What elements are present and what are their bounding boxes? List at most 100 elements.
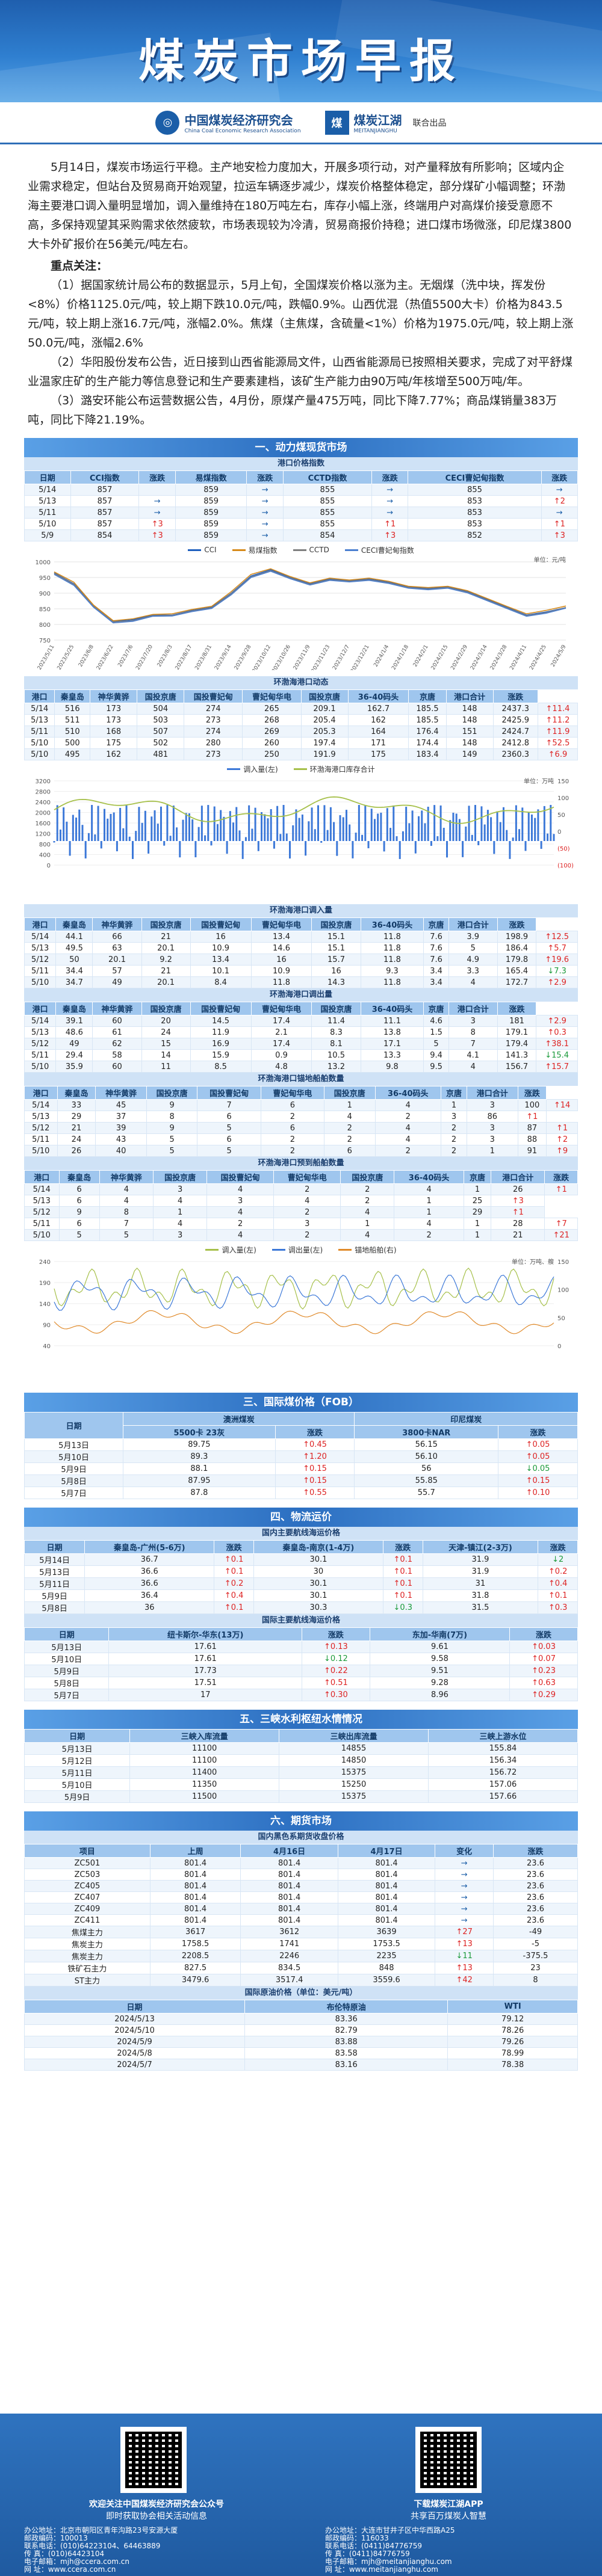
table-cell: 7.6 bbox=[423, 954, 449, 966]
column-header: 36-40码头 bbox=[374, 1086, 441, 1100]
table-cell: ↑0.05 bbox=[498, 1438, 578, 1451]
table-row: 2024/5/10 82.79 78.26 bbox=[23, 2024, 578, 2036]
inflow-bar bbox=[462, 841, 464, 857]
table-cell: 31 bbox=[422, 1577, 539, 1590]
table-cell: 79.26 bbox=[447, 2036, 578, 2048]
inflow-bar bbox=[345, 810, 347, 841]
x-tick-label: 2024/4/25 bbox=[529, 644, 548, 671]
table-cell: 5月9日 bbox=[23, 1790, 131, 1803]
table-cell: ↑0.2 bbox=[538, 1565, 578, 1578]
table-row: 5/13 6 4 4 3 4 2 1 25 ↑3 bbox=[24, 1195, 578, 1207]
table-cell: 5/13 bbox=[24, 1111, 58, 1123]
table-cell: 11.8 bbox=[360, 954, 424, 966]
table-cell: 9.3 bbox=[360, 965, 424, 977]
inflow-bar bbox=[94, 834, 96, 841]
table-cell: 156.34 bbox=[428, 1754, 578, 1767]
inflow-bar bbox=[301, 814, 303, 841]
table-cell: 4 bbox=[152, 1195, 208, 1207]
table-cell: 5/10 bbox=[23, 748, 55, 760]
table-cell: 9.28 bbox=[369, 1677, 510, 1689]
x-tick-label: 2024/2/15 bbox=[430, 644, 450, 671]
inflow-bar bbox=[352, 841, 354, 858]
column-header: WTI bbox=[447, 2000, 578, 2014]
table-cell: 181 bbox=[497, 1015, 537, 1027]
table-cell: 149 bbox=[445, 748, 494, 760]
table-cell: 61 bbox=[92, 1026, 142, 1038]
table-cell: ↑2 bbox=[546, 1133, 578, 1145]
domestic-freight-table: 日期 秦皇岛-广州(5-6万) 涨跌 秦皇岛-南京(1-4万) 涨跌 天津-镇江(2-3万… bbox=[23, 1540, 578, 1614]
y2-tick-label: (50) bbox=[557, 846, 570, 852]
table-cell: 3479.6 bbox=[149, 1974, 241, 1986]
table-cell: 2024/5/7 bbox=[23, 2059, 246, 2071]
table-cell: 5/12 bbox=[24, 1206, 60, 1218]
table-cell: 183.4 bbox=[408, 748, 447, 760]
table-cell: 857 bbox=[70, 484, 140, 496]
inflow-bar bbox=[364, 806, 367, 841]
inflow-bar bbox=[97, 806, 99, 841]
table-cell: ↑3 bbox=[371, 529, 409, 541]
table-cell: 83.16 bbox=[244, 2059, 448, 2071]
table-cell: ↑0.45 bbox=[275, 1438, 355, 1451]
inflow-bar bbox=[358, 805, 360, 841]
table-row: 5/11 6 7 4 2 3 1 4 1 28 ↑7 bbox=[24, 1218, 578, 1230]
table-cell: 焦炭主力 bbox=[24, 1938, 150, 1950]
table-cell: 11.4 bbox=[311, 1015, 361, 1027]
table-cell: 4.1 bbox=[448, 1049, 498, 1061]
table-cell: → bbox=[435, 1891, 494, 1903]
inflow-line bbox=[54, 1268, 554, 1310]
x-tick-label: 2024/2/1 bbox=[412, 644, 430, 668]
org1-qr-code[interactable] bbox=[120, 2427, 187, 2493]
table-cell: 280 bbox=[184, 737, 243, 749]
table-row: 5/13 29 37 8 6 2 4 2 3 86 ↑1 bbox=[24, 1111, 578, 1123]
table-cell: ↑0.05 bbox=[498, 1450, 578, 1463]
table-cell: 9.5 bbox=[423, 1061, 449, 1073]
column-header: 涨跌 bbox=[498, 1425, 578, 1439]
section-subtitle: 环渤海港口动态 bbox=[24, 676, 578, 689]
inflow-bar bbox=[433, 805, 436, 841]
table-cell: ↑3 bbox=[541, 529, 579, 541]
x-tick-label: 2023/8/3 bbox=[157, 644, 174, 668]
table-cell: ↑0.3 bbox=[538, 1601, 578, 1614]
right-fax: 传 真：(0411)84776759 bbox=[325, 2550, 410, 2558]
app-qr-code[interactable] bbox=[415, 2427, 482, 2493]
y-tick-label: 800 bbox=[39, 842, 51, 848]
left-postcode: 邮政编码：100013 bbox=[24, 2534, 88, 2542]
table-cell: ↑0.23 bbox=[509, 1665, 578, 1677]
inflow-bar bbox=[308, 821, 310, 841]
table-cell: 168 bbox=[90, 726, 138, 738]
footer-left-caption: 欢迎关注中国煤炭经济研究会公众号 bbox=[89, 2500, 224, 2509]
inflow-bar bbox=[116, 841, 118, 852]
table-row: 焦炭主力 2208.5 2246 2235 ↓11 -375.5 bbox=[24, 1950, 578, 1962]
column-header: 日期 bbox=[23, 1729, 131, 1743]
inflow-bar bbox=[226, 841, 228, 854]
column-header: 曹妃甸华电 bbox=[250, 1002, 312, 1015]
table-cell: 26 bbox=[57, 1145, 96, 1157]
table-cell: 5月8日 bbox=[23, 1677, 110, 1689]
table-cell: ↑3 bbox=[138, 518, 176, 530]
inflow-bar bbox=[329, 807, 332, 841]
table-cell: 29 bbox=[463, 1206, 492, 1218]
org1-logo: ◎ 中国煤炭经济研究会 China Coal Economic Research… bbox=[155, 110, 301, 135]
table-cell: ZC407 bbox=[24, 1891, 150, 1903]
inflow-bar bbox=[128, 836, 131, 841]
table-cell: 164 bbox=[347, 726, 409, 738]
table-cell: 1 bbox=[467, 1145, 518, 1157]
table-cell: 801.4 bbox=[240, 1903, 338, 1915]
inflow-bar bbox=[553, 834, 555, 841]
table-cell: ↑52.5 bbox=[537, 737, 579, 749]
inflow-bar bbox=[524, 841, 527, 851]
table-cell: 853 bbox=[408, 518, 542, 530]
y-tick-label: 2000 bbox=[36, 810, 51, 817]
inflow-bar bbox=[449, 820, 452, 841]
table-row: 5/13 49.5 63 20.1 10.9 14.6 15.1 11.8 7.6 5 186.4 ↑… bbox=[23, 942, 578, 954]
table-cell: 15 bbox=[141, 1038, 191, 1050]
inflow-bar bbox=[257, 841, 259, 851]
table-cell: 83.58 bbox=[244, 2047, 448, 2059]
table-row: ZC407 801.4 801.4 801.4 → 23.6 bbox=[24, 1891, 578, 1903]
table-cell: 6 bbox=[58, 1195, 100, 1207]
table-cell: 801.4 bbox=[337, 1869, 436, 1881]
table-cell: 0.9 bbox=[250, 1049, 312, 1061]
column-header: 涨跌 bbox=[382, 1540, 423, 1554]
table-cell: 5月10日 bbox=[23, 1653, 110, 1665]
table-cell: 1 bbox=[152, 1206, 208, 1218]
